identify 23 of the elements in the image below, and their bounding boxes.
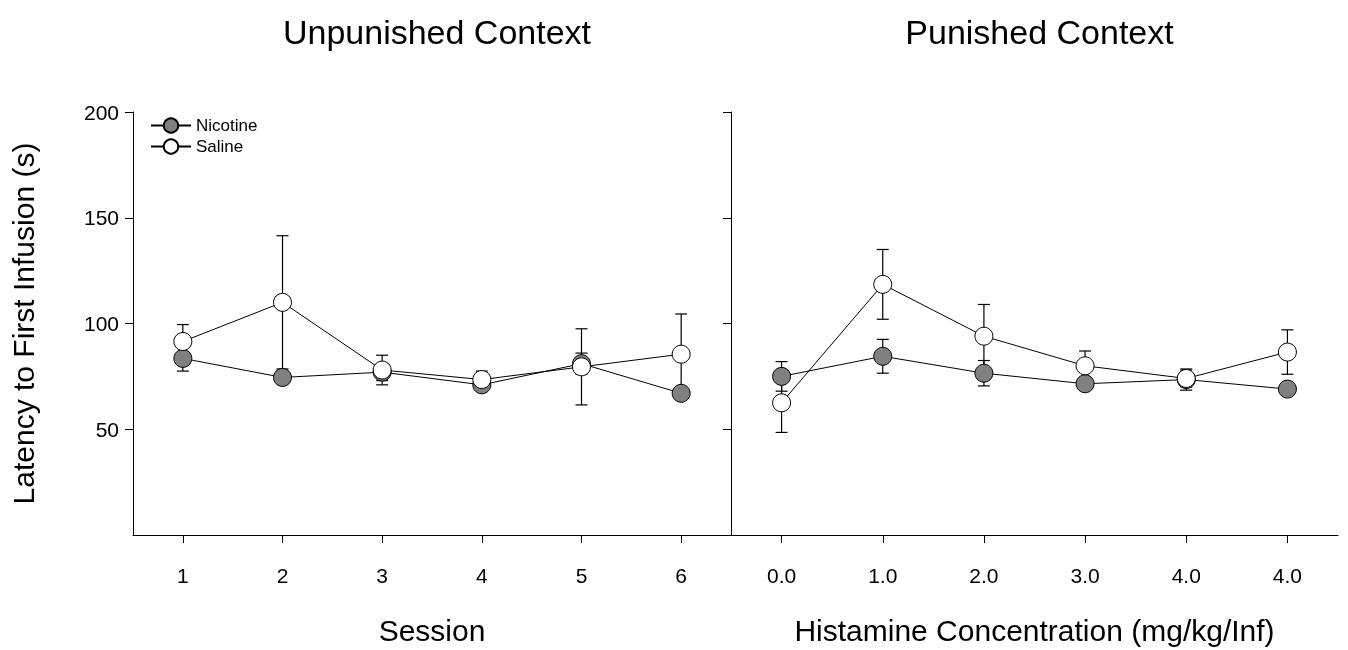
x-tick-label: 1.0	[868, 564, 898, 587]
chart-title: Punished Context	[905, 13, 1175, 51]
x-tick-label: 0.0	[766, 564, 797, 587]
x-tick-label: 6	[675, 564, 688, 587]
legend-label: Nicotine	[196, 116, 258, 135]
x-tick-label: 4.0	[1272, 564, 1303, 587]
x-tick-label: 2.0	[969, 564, 999, 587]
y-tick-label: 100	[83, 312, 119, 335]
x-tick-label: 1	[176, 564, 189, 587]
x-tick-label: 3.0	[1070, 564, 1100, 587]
x-tick-label: 5	[575, 564, 588, 587]
x-axis-title: Session	[378, 613, 486, 647]
x-axis-title: Histamine Concentration (mg/kg/Inf)	[794, 613, 1275, 647]
x-tick-label: 3	[376, 564, 389, 587]
chart-title: Unpunished Context	[282, 13, 592, 51]
x-tick-label: 4.0	[1171, 564, 1201, 587]
y-tick-label: 50	[95, 417, 119, 441]
y-axis-title: Latency to First Infusion (s)	[6, 142, 40, 505]
legend-label: Saline	[196, 137, 244, 156]
y-tick-label: 150	[83, 206, 119, 230]
x-tick-label: 4	[475, 564, 488, 587]
y-tick-label: 200	[83, 100, 119, 124]
x-tick-label: 2	[276, 564, 289, 587]
